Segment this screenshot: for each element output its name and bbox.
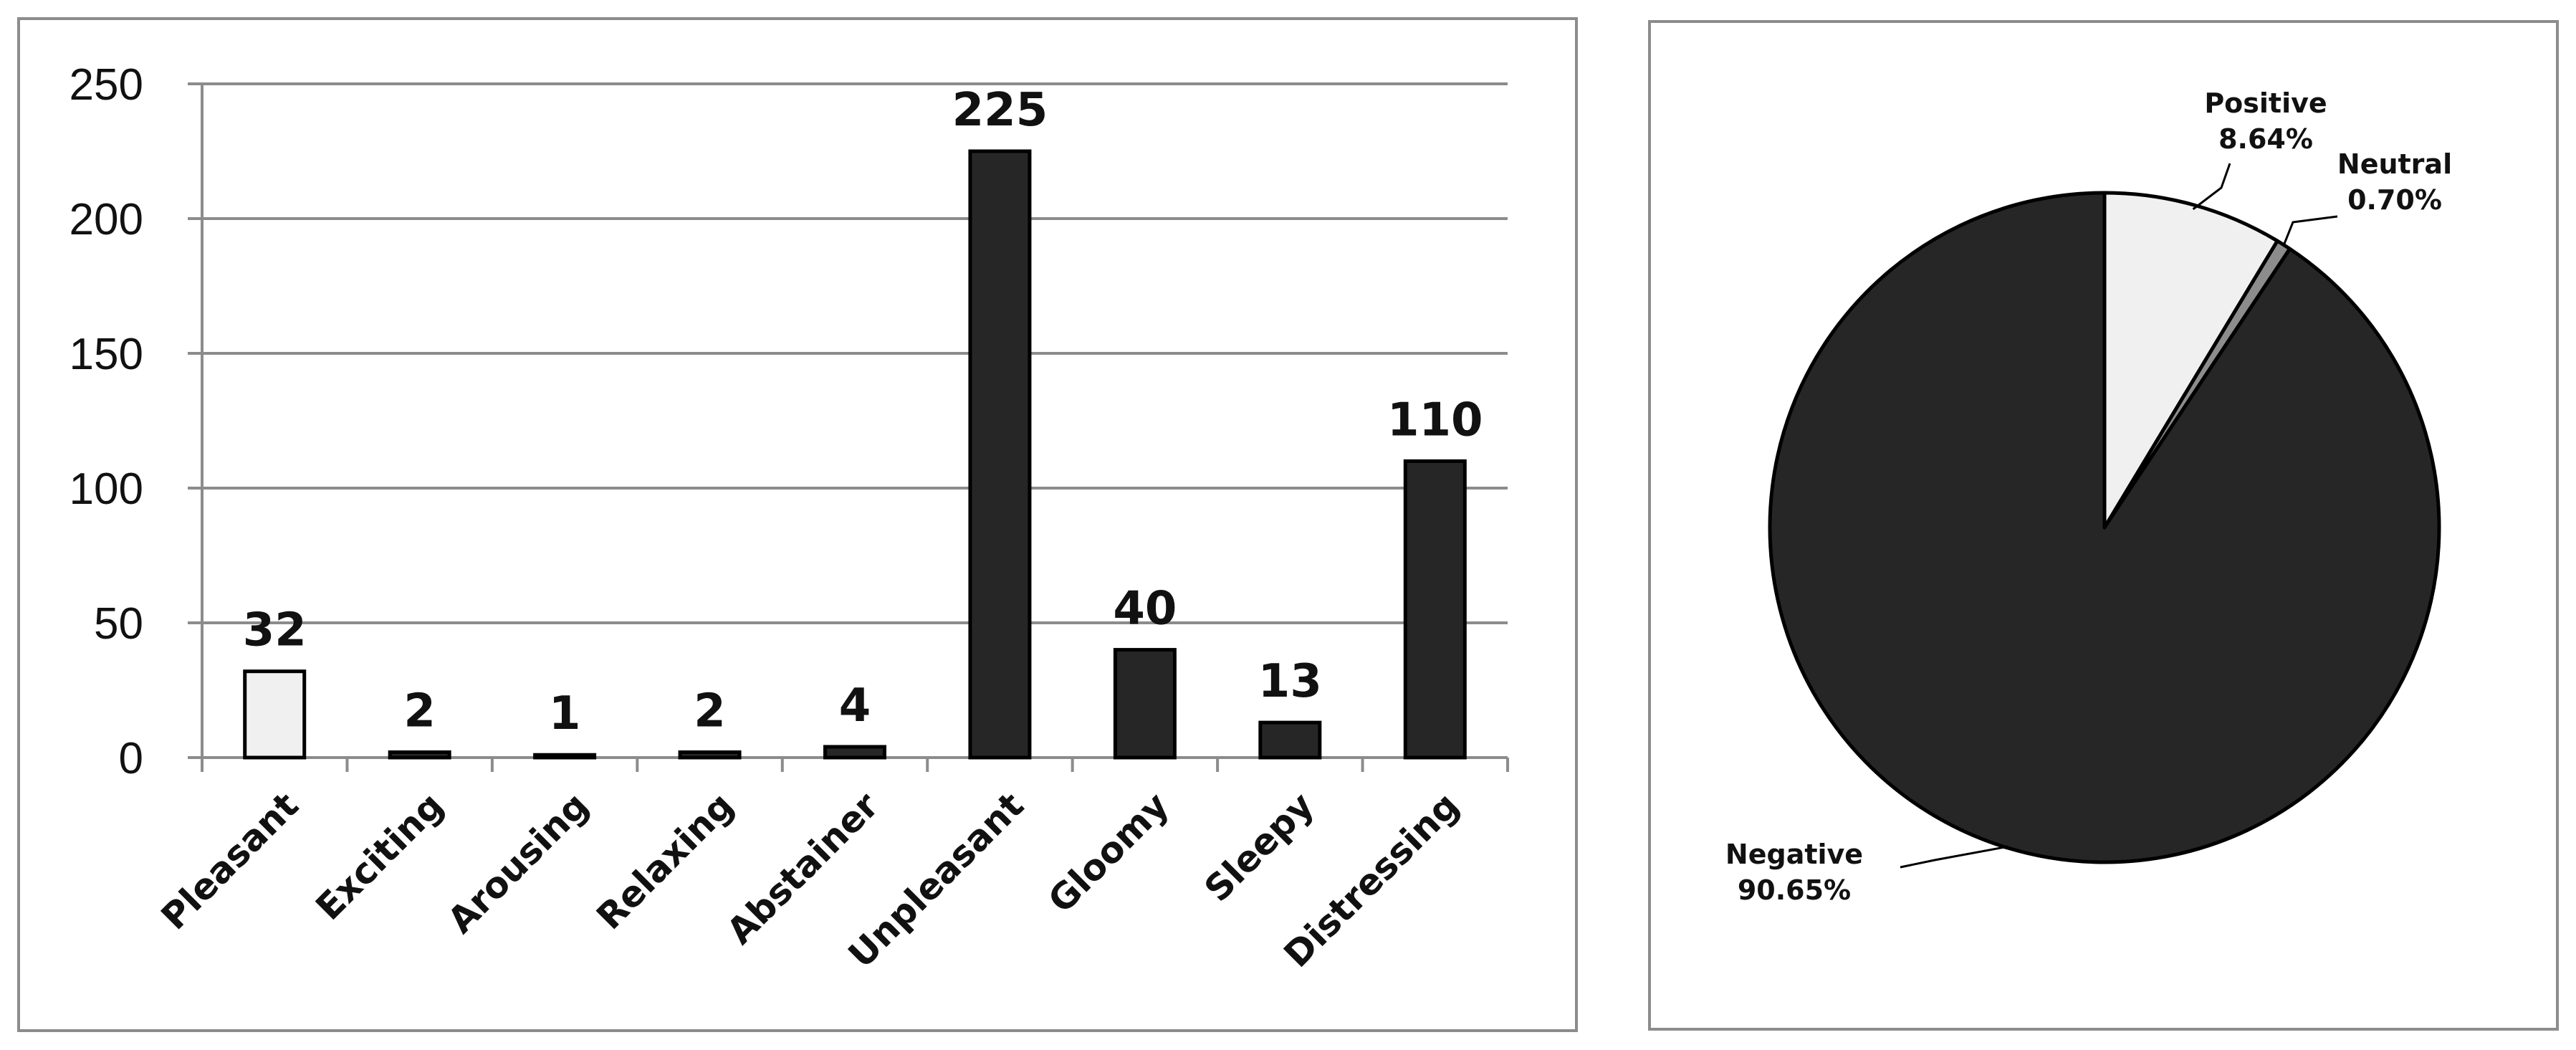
bar-series: [243, 149, 1467, 760]
data-label: 2: [694, 684, 726, 738]
data-label: 2: [403, 684, 436, 738]
pie-labels: Positive 8.64% Neutral 0.70% Negative 90.65%: [1725, 87, 2452, 906]
bar-relaxing: [678, 750, 742, 760]
data-label: 32: [243, 604, 307, 657]
y-tick-label: 50: [94, 599, 143, 649]
bar-sleepy: [1258, 720, 1322, 760]
y-tick-label: 150: [70, 330, 143, 379]
bar-abstainer: [823, 745, 886, 760]
data-label: 1: [549, 687, 581, 740]
pie-slices: [1768, 191, 2441, 864]
bar-gloomy: [1113, 648, 1177, 760]
data-label: 110: [1387, 393, 1483, 447]
leader-line: [2283, 215, 2338, 244]
pie-label-neutral: Neutral: [2337, 148, 2452, 180]
y-tick-label: 0: [119, 734, 143, 783]
bar-gridlines: [188, 82, 1508, 624]
leader-line: [2192, 163, 2231, 211]
bar-pleasant: [243, 669, 307, 760]
bar-unpleasant: [968, 149, 1032, 760]
bar-y-axis-ticks: 0 50 100 150 200 250: [70, 60, 143, 783]
pie-percent-positive: 8.64%: [2218, 123, 2313, 155]
data-label: 4: [839, 679, 871, 732]
data-label: 40: [1113, 583, 1177, 636]
data-label: 13: [1258, 655, 1322, 708]
bar-arousing: [533, 753, 597, 760]
leader-line: [1900, 845, 2008, 869]
pie-label-negative: Negative: [1725, 839, 1863, 870]
y-tick-label: 200: [70, 195, 143, 244]
y-tick-label: 250: [70, 60, 143, 110]
pie-label-positive: Positive: [2204, 87, 2327, 119]
pie-percent-negative: 90.65%: [1738, 874, 1851, 906]
pie-slice-negative: [1768, 191, 2441, 864]
bar-distressing: [1403, 459, 1467, 760]
pie-slice-positive: [2102, 191, 2279, 530]
pie-leader-lines: [1900, 163, 2338, 869]
pie-chart: Positive 8.64% Neutral 0.70% Negative 90.65%: [1648, 20, 2559, 1031]
y-tick-label: 100: [70, 464, 143, 514]
bar-chart-frame: [17, 17, 1578, 1032]
bar-exciting: [388, 750, 451, 760]
pie-percent-neutral: 0.70%: [2347, 184, 2442, 216]
bar-data-labels: 32 2 1 2 4 225 40 13 110: [243, 84, 1483, 740]
data-label: 225: [952, 84, 1048, 137]
